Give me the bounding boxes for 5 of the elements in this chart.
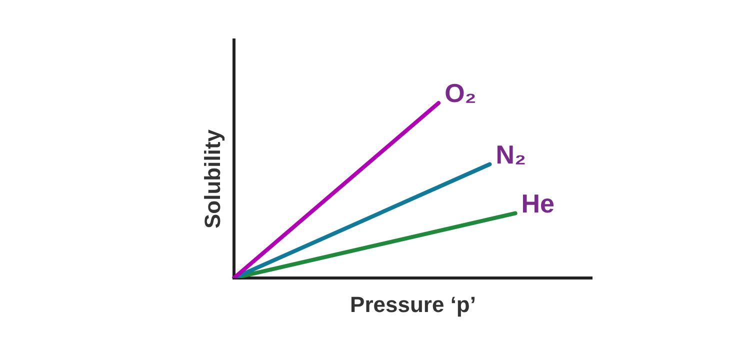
x-axis-title: Pressure ‘p’ <box>350 292 476 318</box>
series-label: N₂ <box>496 139 526 170</box>
series-label: O₂ <box>444 78 476 108</box>
y-axis-title: Solubility <box>200 128 226 228</box>
series-label: He <box>521 188 555 218</box>
